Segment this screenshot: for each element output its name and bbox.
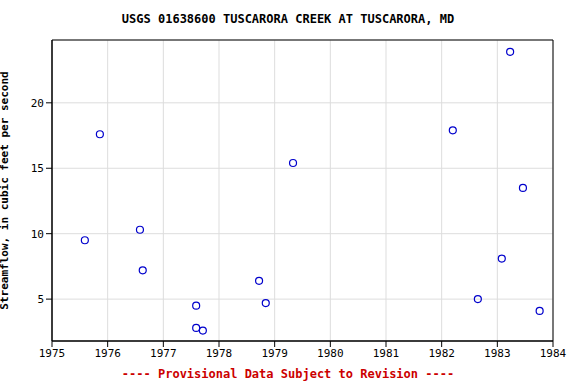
svg-text:1982: 1982 (428, 347, 455, 360)
html-text:---- Provisional Data Subject: ---- Provisional Data Subject to Revisio… (121, 367, 455, 381)
svg-text:10: 10 (31, 228, 44, 241)
svg-text:1984: 1984 (540, 347, 567, 360)
html-text:USGS 01638600 TUSCARORA CREEK: USGS 01638600 TUSCARORA CREEK AT TUSCARO… (121, 12, 455, 26)
svg-text:1980: 1980 (317, 347, 344, 360)
svg-text:1983: 1983 (484, 347, 511, 360)
svg-text:1978: 1978 (206, 347, 233, 360)
svg-text:1975: 1975 (39, 347, 66, 360)
svg-text:1977: 1977 (150, 347, 177, 360)
svg-text:5: 5 (37, 293, 44, 306)
svg-text:20: 20 (31, 97, 44, 110)
svg-text:Streamflow, in cubic feet per: Streamflow, in cubic feet per second (8, 71, 11, 309)
svg-text:1979: 1979 (261, 347, 288, 360)
svg-text:15: 15 (31, 162, 44, 175)
svg-text:1981: 1981 (373, 347, 400, 360)
svg-text:1976: 1976 (94, 347, 121, 360)
